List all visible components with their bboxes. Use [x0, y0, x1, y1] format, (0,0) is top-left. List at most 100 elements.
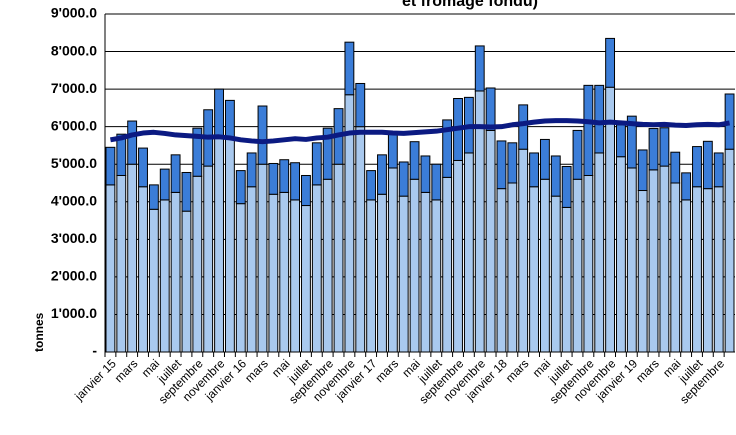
bar-segment: [246, 152, 257, 188]
bar-segment: [344, 41, 355, 96]
bar-segment: [659, 165, 670, 353]
bar-segment: [224, 99, 235, 139]
bar-segment: [257, 105, 268, 165]
bar-segment: [659, 127, 670, 167]
bar-segment: [626, 115, 637, 169]
y-tick-label: 3'000.0: [51, 230, 97, 246]
bar-segment: [301, 174, 311, 207]
bar-segment: [116, 133, 127, 176]
bar-segment: [311, 184, 322, 353]
bar-segment: [702, 140, 713, 190]
bar-segment: [713, 186, 724, 353]
bar-segment: [485, 87, 496, 131]
bar-segment: [670, 151, 681, 184]
y-tick-label: 8'000.0: [51, 42, 97, 58]
bar-segment: [724, 148, 735, 353]
bar-segment: [550, 155, 561, 197]
bar-segment: [539, 138, 550, 180]
bar-segment: [268, 162, 279, 195]
y-tick-label: 7'000.0: [51, 80, 97, 96]
bar-segment: [616, 124, 626, 158]
bar-segment: [539, 178, 550, 353]
average-line: [110, 118, 730, 145]
bar-segment: [203, 165, 214, 353]
bar-segment: [572, 129, 583, 180]
bar-segment: [159, 168, 170, 201]
bar-segment: [420, 191, 431, 353]
bar-segment: [148, 184, 159, 210]
chart-title: et fromage fondu): [402, 0, 538, 10]
bar-segment: [127, 120, 138, 165]
y-tick-label: 6'000.0: [51, 117, 97, 133]
bar-segment: [670, 182, 681, 353]
bar-segment: [442, 119, 453, 178]
bar-segment: [474, 45, 485, 92]
bar-segment: [453, 159, 463, 353]
bar-segment: [224, 137, 235, 353]
x-tick-label: mars: [112, 356, 141, 385]
bar-segment: [127, 163, 138, 353]
bar-segment: [181, 171, 192, 212]
bar-segment: [529, 152, 539, 188]
bar-segment: [214, 88, 224, 139]
bar-segment: [257, 163, 268, 353]
bar-segment: [550, 195, 561, 353]
bar-segment: [431, 163, 442, 201]
bar-segment: [594, 84, 605, 154]
bar-segment: [105, 184, 116, 353]
y-tick-label: 5'000.0: [51, 155, 97, 171]
bar-segment: [290, 162, 301, 201]
bar-segment: [583, 84, 594, 176]
x-tick-label: janvier 15: [71, 356, 119, 404]
bar-segment: [648, 128, 659, 171]
bar-segment: [702, 188, 713, 353]
bar-segment: [518, 104, 529, 150]
bar-segment: [387, 167, 398, 353]
bar-segment: [268, 193, 279, 353]
y-tick-label: 4'000.0: [51, 192, 97, 208]
bar-segment: [496, 140, 507, 190]
bar-segment: [301, 205, 311, 353]
x-tick-label: mars: [372, 356, 401, 385]
bar-segment: [463, 152, 474, 353]
x-tick-label: mars: [503, 356, 532, 385]
bar-segment: [507, 142, 518, 184]
bar-segment: [387, 133, 398, 169]
bar-segment: [366, 199, 377, 353]
bar-segment: [311, 142, 322, 186]
bar-segment: [605, 37, 616, 88]
bar-segment: [561, 165, 572, 208]
bar-segment: [518, 148, 529, 353]
y-tick-label: -: [92, 343, 97, 359]
bar-segment: [355, 82, 366, 128]
bar-segment: [572, 178, 583, 353]
y-tick-label: 1'000.0: [51, 305, 97, 321]
bar-segment: [116, 174, 127, 353]
bar-segment: [279, 159, 290, 193]
bar-segment: [616, 156, 626, 353]
bar-segment: [583, 174, 594, 353]
bar-segment: [181, 210, 192, 353]
bar-segment: [322, 178, 333, 353]
bar-segment: [409, 141, 420, 180]
bar-segment: [637, 149, 648, 192]
bar-segment: [366, 170, 377, 201]
bar-segment: [192, 127, 203, 177]
bar-segment: [333, 163, 344, 353]
x-tick-label: mars: [242, 356, 271, 385]
bar-segment: [377, 154, 387, 195]
bar-segment: [442, 176, 453, 353]
bar-segment: [648, 169, 659, 353]
bar-segment: [170, 191, 181, 353]
bar-segment: [138, 186, 148, 353]
bar-segment: [290, 199, 301, 353]
bar-segment: [170, 154, 181, 193]
bar-segment: [474, 90, 485, 353]
bar-segment: [431, 199, 442, 353]
bar-segment: [246, 186, 257, 353]
bar-segment: [138, 147, 148, 188]
bar-segment: [148, 208, 159, 353]
y-axis-label: tonnes: [32, 312, 46, 352]
bar-segment: [235, 170, 246, 205]
bar-segment: [279, 191, 290, 353]
